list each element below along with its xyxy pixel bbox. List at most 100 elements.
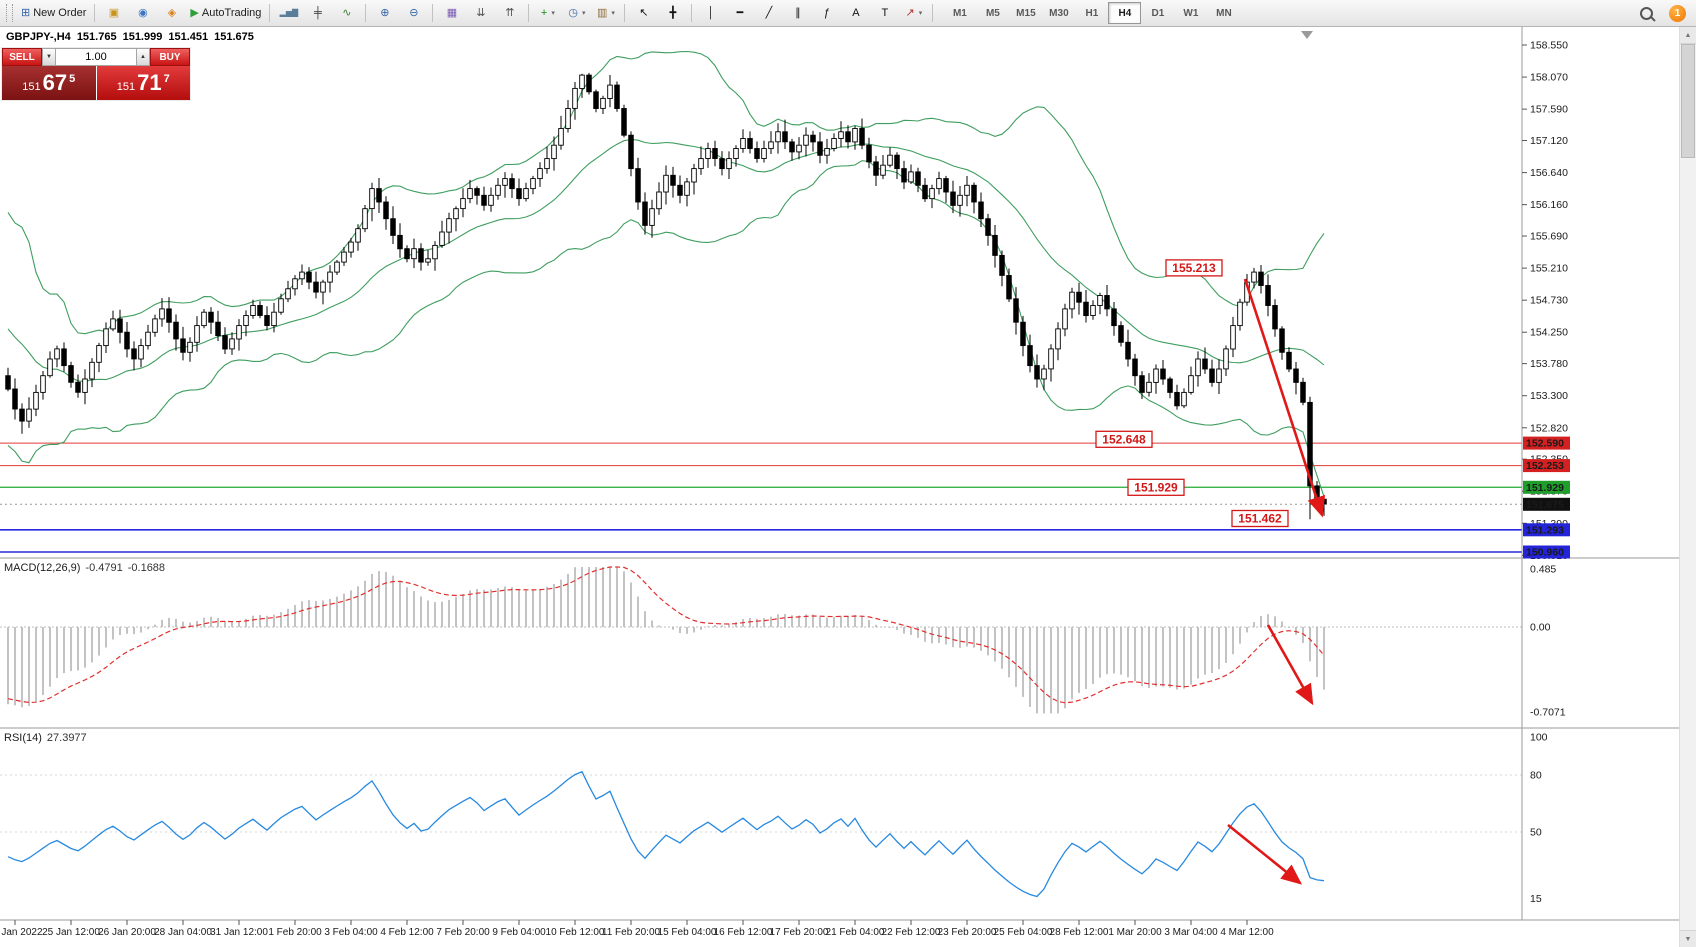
scroll-up-button[interactable]: ▲ [1680,27,1696,44]
price-badge-label: 151.293 [1526,524,1564,536]
rsi-panel[interactable] [0,770,1522,898]
search-button[interactable] [1632,2,1661,24]
timeframe-m15-button[interactable]: M15 [1016,7,1036,19]
volume-increase-button[interactable]: ▲ [136,48,150,66]
volume-input[interactable] [56,48,136,66]
timeframe-w1-button[interactable]: W1 [1183,7,1199,19]
candle [1006,275,1012,300]
candle [1321,498,1327,505]
axes[interactable]: 158.550 158.070 157.590 157.120 156.640 156.1… [0,27,1679,938]
trade-panel-controls: SELL ▼ ▲ BUY [2,48,190,66]
channel-button[interactable]: ∥ [783,1,812,25]
chart-annotations[interactable]: 155.213 152.648 151.929 151.462 [1095,259,1326,885]
candle [509,178,515,190]
candle [1104,295,1110,310]
autotrading-button[interactable]: ▶ AutoTrading [186,1,265,25]
cascade-button[interactable]: ⇈ [495,1,524,25]
price-tick-label: 157.120 [1530,135,1568,147]
bar-chart-button[interactable]: ▂▅▇ [274,1,303,25]
candle [964,184,970,196]
indicators-button[interactable]: + ▾ [533,1,562,25]
candle [131,348,137,360]
fibonacci-button[interactable]: ƒ [812,1,841,25]
community-button[interactable]: ◈ [157,1,186,25]
candle [992,234,998,256]
new-order-button[interactable]: ⊞ New Order [17,1,90,25]
macd-scale-label: -0.7071 [1530,706,1566,718]
sell-button[interactable]: SELL [2,48,42,66]
line-chart-button[interactable]: ∿ [332,1,361,25]
vertical-line-button[interactable]: │ [696,1,725,25]
candle [775,131,781,143]
timeframe-mn-button[interactable]: MN [1216,7,1232,19]
crosshair-button[interactable]: ╋ [658,1,687,25]
codebase-button[interactable]: ◉ [128,1,157,25]
chart-area[interactable]: 158.550 158.070 157.590 157.120 156.640 156.1… [0,27,1679,947]
cursor-button[interactable]: ↖ [629,1,658,25]
candle [607,84,613,99]
candle [957,194,963,206]
candle [68,365,74,383]
volume-decrease-button[interactable]: ▼ [42,48,56,66]
candle [320,281,326,293]
candle [873,161,879,176]
trend-arrow [1243,278,1326,518]
candle [19,408,25,422]
time-axis-label: 24 Jan 2022 [0,927,43,938]
label-button[interactable]: T [870,1,899,25]
price-chart[interactable]: 158.550 158.070 157.590 157.120 156.640 156.1… [0,27,1679,947]
timeframe-d1-button[interactable]: D1 [1151,7,1165,19]
buy-price-display[interactable]: 151 71 7 [96,66,190,100]
notification-count: 1 [1674,7,1681,19]
zoom-in-icon: ⊕ [380,6,390,19]
candle [278,298,284,313]
zoom-in-button[interactable]: ⊕ [370,1,399,25]
timeframe-m1-button[interactable]: M1 [952,7,967,19]
trade-panel-prices: 151 67 5 151 71 7 [2,66,190,100]
rsi-scale-label: 50 [1530,827,1542,839]
candle [1223,348,1229,370]
main-price-panel[interactable] [0,31,1522,553]
community-icon: ◈ [167,6,177,19]
candle [103,328,109,347]
price-annotation-text: 155.213 [1172,261,1216,275]
candlestick-chart-button[interactable]: ╪ [303,1,332,25]
candle [208,311,214,323]
template-icon: ▥ [596,6,608,19]
price-badge [1523,545,1570,559]
scroll-down-button[interactable]: ▼ [1680,930,1696,947]
market-button[interactable]: ▣ [99,1,128,25]
chevron-down-icon: ▾ [918,10,923,17]
timeframe-m5-button[interactable]: M5 [985,7,1000,19]
text-button[interactable]: A [841,1,870,25]
candle [537,168,543,180]
templates-button[interactable]: ▥ ▾ [591,1,620,25]
macd-panel[interactable] [0,566,1522,714]
auto-arrange-button[interactable]: ⇊ [466,1,495,25]
candle [789,141,795,153]
trendline-button[interactable]: ╱ [754,1,783,25]
timeframe-h4-button[interactable]: H4 [1108,2,1142,24]
horizontal-line-button[interactable]: ━ [725,1,754,25]
timeframe-h1-button[interactable]: H1 [1085,7,1099,19]
toolbar-drag-handle[interactable] [6,4,13,22]
macd-signal-value: -0.1688 [127,562,166,574]
scrollbar-thumb[interactable] [1681,44,1695,158]
zoom-out-button[interactable]: ⊖ [399,1,428,25]
tile-windows-button[interactable]: ▦ [437,1,466,25]
notification-badge[interactable]: 1 [1669,4,1686,22]
candle [817,141,823,156]
candle [1083,301,1089,317]
candle [369,188,375,210]
time-axis-label: 17 Feb 20:00 [770,927,829,938]
candle [1013,298,1019,323]
buy-button[interactable]: BUY [150,48,190,66]
shapes-button[interactable]: ↗ ▾ [899,1,928,25]
timeframe-m30-button[interactable]: M30 [1049,7,1069,19]
vertical-scrollbar[interactable]: ▲ ▼ [1679,27,1696,947]
periods-button[interactable]: ◷ ▾ [562,1,591,25]
candle [1279,328,1285,353]
sell-price-display[interactable]: 151 67 5 [2,66,96,100]
price-tick-label: 152.820 [1530,422,1568,434]
candle [418,248,424,263]
